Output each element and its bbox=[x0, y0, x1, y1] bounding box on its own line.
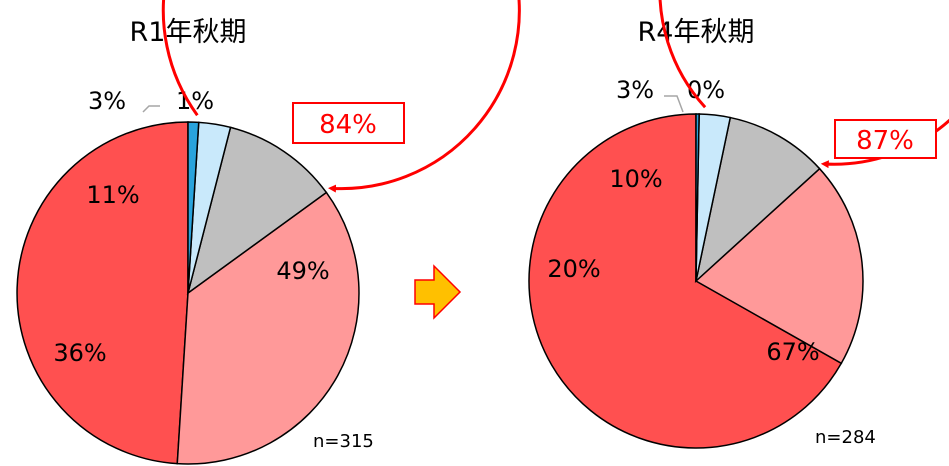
pie-slice bbox=[694, 167, 864, 365]
highlight-box bbox=[834, 119, 937, 159]
slice-labels: 49% 36% 11% 3% 1% bbox=[53, 87, 329, 367]
slice-label: 10% bbox=[609, 165, 662, 193]
label-leader-line bbox=[664, 95, 684, 113]
slice-labels: 67% 20% 10% 3% 0% bbox=[547, 76, 819, 366]
slice-label: 36% bbox=[53, 339, 106, 367]
pie-slice bbox=[694, 116, 821, 284]
slice-label: 20% bbox=[547, 255, 600, 283]
slice-label: 67% bbox=[766, 338, 819, 366]
highlight-box bbox=[292, 102, 405, 144]
transition-arrow-icon bbox=[414, 264, 462, 320]
highlight-arc bbox=[161, 0, 521, 193]
chart-title: R1年秋期 bbox=[130, 17, 247, 48]
pie-slice bbox=[186, 126, 328, 295]
sample-size: n=284 bbox=[815, 427, 876, 448]
highlight-label: 84% bbox=[319, 110, 377, 140]
pie-slice bbox=[16, 121, 189, 465]
highlight-label: 87% bbox=[856, 126, 914, 156]
slice-label: 11% bbox=[86, 181, 139, 209]
pie-slice bbox=[528, 113, 843, 449]
pie-chart-r4: R4年秋期 67% 20% 10% 3% 0% 87% n=284 bbox=[528, 0, 949, 449]
pie-slice bbox=[176, 191, 360, 465]
slice-label: 0% bbox=[687, 76, 725, 104]
pie-slices bbox=[528, 113, 864, 449]
sample-size: n=315 bbox=[313, 431, 374, 452]
label-leader-line bbox=[142, 105, 160, 113]
pie-slice bbox=[187, 121, 200, 294]
slice-label: 49% bbox=[276, 257, 329, 285]
pie-slices bbox=[16, 121, 360, 465]
chart-title: R4年秋期 bbox=[638, 17, 755, 48]
pie-slice bbox=[695, 113, 700, 282]
slice-label: 3% bbox=[616, 76, 654, 104]
pie-chart-r1: R1年秋期 49% 36% 11% 3% 1% 84% n=315 bbox=[16, 0, 521, 465]
slice-label: 3% bbox=[88, 87, 126, 115]
